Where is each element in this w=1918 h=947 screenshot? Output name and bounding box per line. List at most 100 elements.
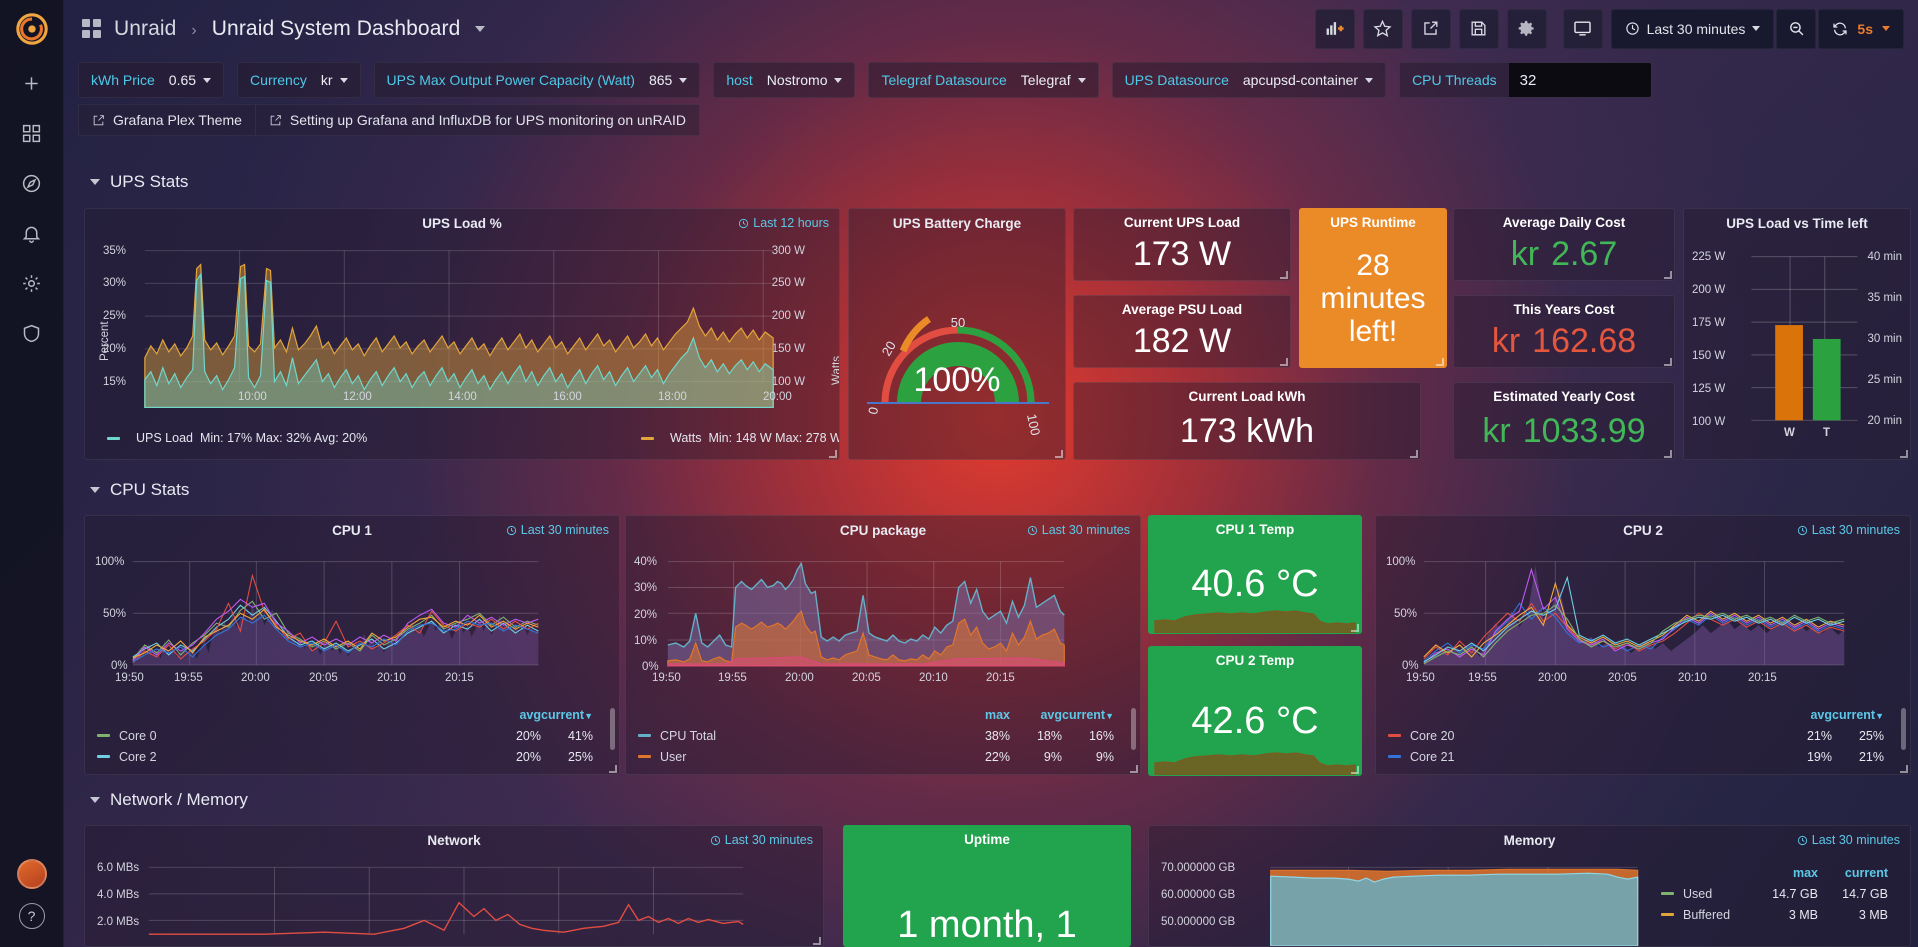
panel-memory[interactable]: Memory Last 30 minutes 70.000000 GB 60.0… — [1148, 825, 1911, 947]
legend-row[interactable]: Used 14.7 GB 14.7 GB — [1649, 883, 1910, 904]
configuration-icon[interactable] — [0, 258, 64, 308]
variable-value[interactable]: 0.65 — [167, 72, 223, 88]
legend-header-sorted[interactable]: current▼ — [1832, 707, 1884, 722]
refresh-picker[interactable]: 5s — [1818, 8, 1904, 49]
panel-resize-handle[interactable] — [829, 450, 837, 458]
panel-resize-handle[interactable] — [1664, 450, 1672, 458]
variable-host[interactable]: host Nostromo — [713, 62, 856, 98]
panel-resize-handle[interactable] — [1410, 450, 1418, 458]
server-admin-icon[interactable] — [0, 308, 64, 358]
create-icon[interactable] — [0, 58, 64, 108]
variable-telegraf-datasource[interactable]: Telegraf Datasource Telegraf — [868, 62, 1099, 98]
legend-header[interactable]: avg — [1810, 707, 1832, 722]
panel-cpu-2[interactable]: CPU 2 Last 30 minutes 100% 50% 0% 19:50 … — [1375, 515, 1911, 775]
variable-value[interactable]: apcupsd-container — [1241, 72, 1385, 88]
panel-cpu-1[interactable]: CPU 1 Last 30 minutes 100% 50% 0% 19:50 … — [84, 515, 620, 775]
panel-cpu-1-temp[interactable]: CPU 1 Temp 40.6 °C — [1148, 515, 1362, 634]
explore-icon[interactable] — [0, 158, 64, 208]
tv-mode-button[interactable] — [1562, 8, 1603, 49]
legend-scrollbar[interactable] — [610, 708, 615, 750]
panel-resize-handle[interactable] — [1900, 765, 1908, 773]
cpu-threads-input[interactable] — [1508, 63, 1651, 97]
panel-uptime[interactable]: Uptime 1 month, 1 — [843, 825, 1131, 947]
dashboard-link-ups-monitoring-guide[interactable]: Setting up Grafana and InfluxDB for UPS … — [254, 104, 701, 136]
legend-row[interactable]: User 22% 9% 9% — [626, 746, 1140, 767]
panel-average-daily-cost[interactable]: Average Daily Cost kr 2.67 — [1453, 208, 1675, 281]
variable-ups-max-output-power-capacity[interactable]: UPS Max Output Power Capacity (Watt) 865 — [373, 62, 701, 98]
variable-value[interactable]: Telegraf — [1019, 72, 1098, 88]
dashboard-link-grafana-plex-theme[interactable]: Grafana Plex Theme — [78, 104, 255, 136]
legend-row[interactable]: Core 21 19% 21% — [1376, 746, 1910, 767]
panel-cpu-package[interactable]: CPU package Last 30 minutes 40% 30% 20% … — [625, 515, 1141, 775]
variable-ups-datasource[interactable]: UPS Datasource apcupsd-container — [1111, 62, 1387, 98]
mark-favorite-button[interactable] — [1362, 8, 1403, 49]
panel-resize-handle[interactable] — [1664, 358, 1672, 366]
variable-value[interactable]: 865 — [647, 72, 699, 88]
help-icon[interactable]: ? — [18, 903, 45, 929]
panel-time-range[interactable]: Last 30 minutes — [1797, 523, 1900, 537]
row-header-network-memory[interactable]: Network / Memory — [90, 790, 248, 810]
panel-resize-handle[interactable] — [1055, 450, 1063, 458]
panel-estimated-yearly-cost[interactable]: Estimated Yearly Cost kr 1033.99 — [1453, 382, 1675, 460]
legend-row[interactable]: Core 20 21% 25% — [1376, 725, 1910, 746]
variable-cpu-threads[interactable]: CPU Threads — [1399, 62, 1652, 98]
panel-ups-runtime[interactable]: UPS Runtime 28 minutes left! — [1299, 208, 1447, 368]
add-panel-button[interactable] — [1314, 8, 1355, 49]
legend-header[interactable]: max — [984, 707, 1010, 722]
legend-header[interactable]: max — [1792, 865, 1818, 880]
panel-resize-handle[interactable] — [1351, 624, 1359, 632]
panel-resize-handle[interactable] — [1280, 271, 1288, 279]
legend-row[interactable]: CPU Total 38% 18% 16% — [626, 725, 1140, 746]
legend-header[interactable]: avg — [519, 707, 541, 722]
panel-ups-load-vs-time-left[interactable]: UPS Load vs Time left 225 W 200 W 175 W … — [1683, 208, 1911, 460]
variable-value[interactable]: kr — [319, 72, 360, 88]
panel-ups-battery-charge[interactable]: UPS Battery Charge 50 20 0 100 100% — [848, 208, 1066, 460]
save-dashboard-button[interactable] — [1458, 8, 1499, 49]
panel-time-range[interactable]: Last 30 minutes — [1027, 523, 1130, 537]
avatar[interactable] — [16, 859, 47, 889]
panel-resize-handle[interactable] — [609, 765, 617, 773]
panel-resize-handle[interactable] — [813, 937, 821, 945]
panel-resize-handle[interactable] — [1664, 271, 1672, 279]
time-range-picker[interactable]: Last 30 minutes — [1610, 8, 1775, 49]
variable-value[interactable]: Nostromo — [765, 72, 855, 88]
zoom-out-button[interactable] — [1776, 8, 1817, 49]
panel-average-psu-load[interactable]: Average PSU Load 182 W — [1073, 295, 1291, 368]
panel-time-range[interactable]: Last 30 minutes — [710, 833, 813, 847]
alerting-icon[interactable] — [0, 208, 64, 258]
panel-current-load-kwh[interactable]: Current Load kWh 173 kWh — [1073, 382, 1421, 460]
dashboard-settings-button[interactable] — [1506, 8, 1547, 49]
legend-row[interactable]: Core 0 20% 41% — [85, 725, 619, 746]
legend-header-sorted[interactable]: current▼ — [1062, 707, 1114, 722]
panel-cpu-2-temp[interactable]: CPU 2 Temp 42.6 °C — [1148, 646, 1362, 776]
chevron-down-icon[interactable] — [475, 25, 486, 32]
panel-network[interactable]: Network Last 30 minutes 6.0 MBs 4.0 MBs … — [84, 825, 824, 947]
row-header-cpu-stats[interactable]: CPU Stats — [90, 480, 189, 500]
breadcrumb-folder[interactable]: Unraid — [114, 16, 177, 40]
panel-resize-handle[interactable] — [1351, 766, 1359, 774]
panel-current-ups-load[interactable]: Current UPS Load 173 W — [1073, 208, 1291, 281]
panel-resize-handle[interactable] — [1900, 450, 1908, 458]
legend-header[interactable]: current — [1844, 865, 1888, 880]
variable-kwh-price[interactable]: kWh Price 0.65 — [78, 62, 225, 98]
variable-currency[interactable]: Currency kr — [237, 62, 361, 98]
legend-row[interactable]: Core 2 20% 25% — [85, 746, 619, 767]
panel-resize-handle[interactable] — [1436, 358, 1444, 366]
legend-header[interactable]: avg — [1040, 707, 1062, 722]
panel-resize-handle[interactable] — [1130, 765, 1138, 773]
legend-row[interactable]: Buffered 3 MB 3 MB — [1649, 904, 1910, 925]
share-dashboard-button[interactable] — [1410, 8, 1451, 49]
legend-item[interactable]: UPS Load Min: 17% Max: 32% Avg: 20% — [107, 431, 367, 445]
panel-ups-load-percent[interactable]: UPS Load % Last 12 hours 35% 30% 25% 20%… — [84, 208, 840, 460]
row-header-ups-stats[interactable]: UPS Stats — [90, 172, 188, 192]
legend-scrollbar[interactable] — [1901, 708, 1906, 750]
panel-time-range[interactable]: Last 30 minutes — [1797, 833, 1900, 847]
panel-time-range[interactable]: Last 30 minutes — [506, 523, 609, 537]
panel-time-range[interactable]: Last 12 hours — [738, 216, 829, 230]
legend-scrollbar[interactable] — [1131, 708, 1136, 750]
panel-resize-handle[interactable] — [1280, 358, 1288, 366]
panel-this-years-cost[interactable]: This Years Cost kr 162.68 — [1453, 295, 1675, 368]
dashboards-icon[interactable] — [0, 108, 64, 158]
grafana-logo-icon[interactable] — [0, 0, 64, 58]
legend-item[interactable]: Watts Min: 148 W Max: 278 W Avg: 175 W — [641, 431, 839, 445]
